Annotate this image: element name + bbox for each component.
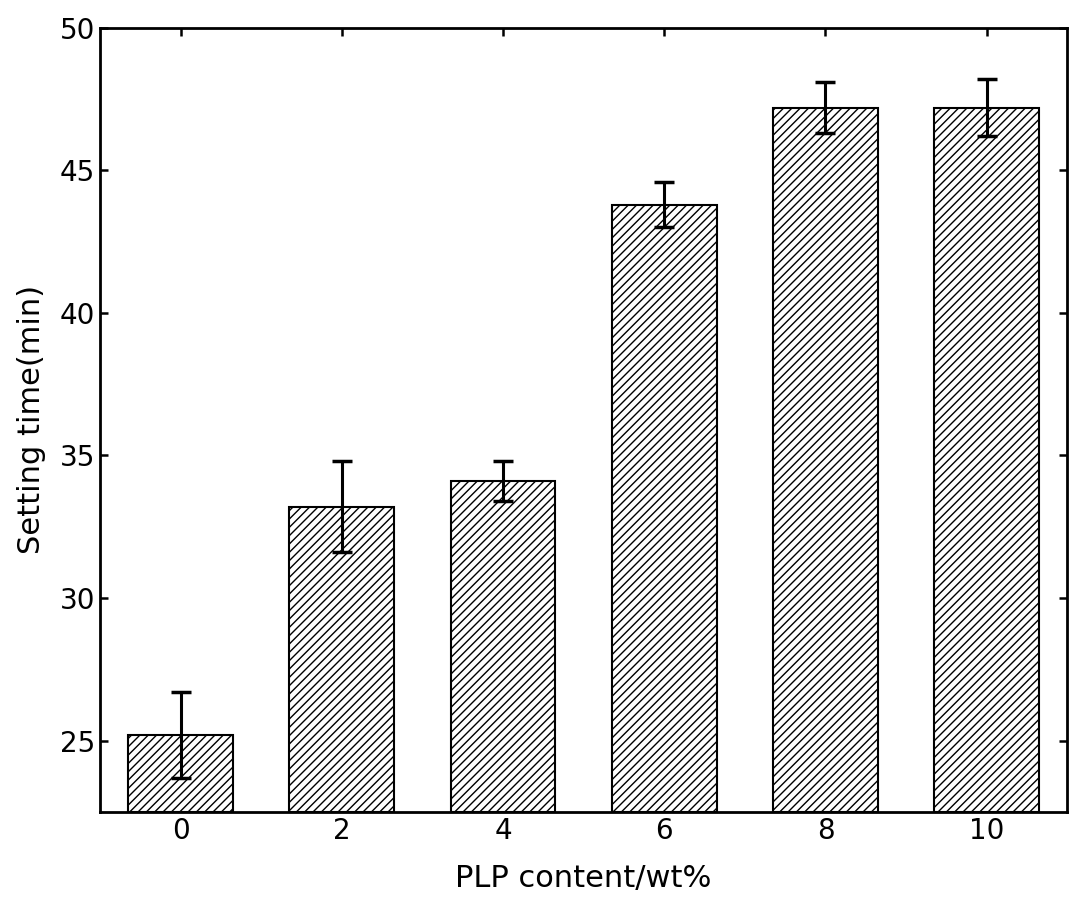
Bar [611,205,717,812]
Bar [934,107,1040,812]
Bar [451,481,555,812]
Bar [289,507,395,812]
Y-axis label: Setting time(min): Setting time(min) [16,285,46,554]
X-axis label: PLP content/wt%: PLP content/wt% [455,864,712,894]
Bar [773,107,878,812]
Bar [128,735,233,812]
